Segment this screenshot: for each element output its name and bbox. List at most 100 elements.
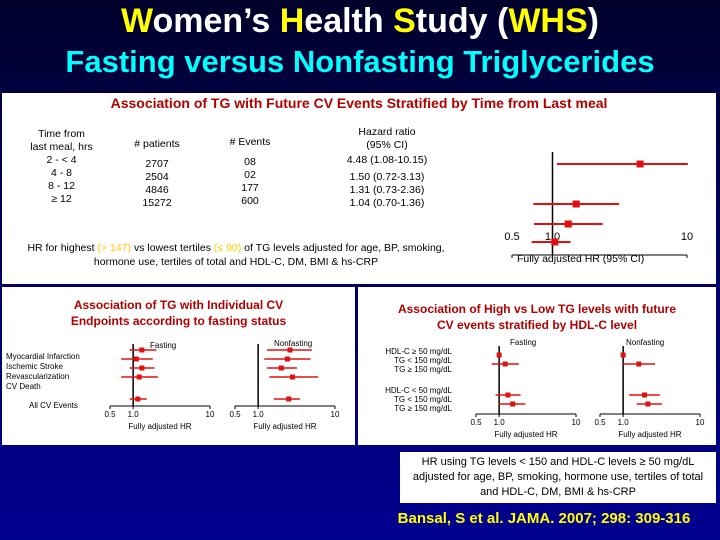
hr-row: 4.48 (1.08-10.15) — [346, 154, 428, 166]
hr-point — [620, 352, 626, 358]
hr-point — [642, 392, 648, 398]
x-tick-label: 10 — [331, 410, 340, 419]
title-part: S — [393, 2, 416, 40]
title-part: W — [121, 2, 153, 40]
nonfasting-label: Nonfasting — [274, 339, 313, 348]
x-axis-label: Fully adjusted HR — [128, 422, 191, 431]
hr-point — [496, 352, 502, 358]
hr-note-part: (≤ 90) — [213, 242, 242, 254]
title-part: ) — [587, 2, 599, 40]
hr-point — [502, 361, 508, 367]
x-tick-label: 10 — [206, 410, 215, 419]
hr-definition-text: HR using TG levels < 150 and HDL-C level… — [412, 456, 704, 498]
forest-plot-hdl: 0.5 1.0 10 Fully adjusted HR 0.5 1.0 10 Fully a… — [470, 346, 705, 439]
hr-point — [284, 356, 290, 362]
endpoint-label: Ischemic Stroke — [6, 362, 63, 371]
x-tick-label: 1.0 — [128, 410, 140, 419]
hr-header-2: (95% CI) — [366, 139, 408, 151]
right-title-line: Association of High vs Low TG levels wit… — [397, 302, 677, 316]
time-header-1: Time from — [38, 128, 85, 140]
hr-point — [564, 220, 572, 228]
hr-point — [510, 401, 516, 407]
x-axis-label: Fully adjusted HR — [618, 430, 681, 439]
hr-point — [636, 361, 642, 367]
hr-adjustment-note: HR for highest (> 147) vs lowest tertile… — [6, 241, 466, 269]
group-label: TG ≥ 150 mg/dL — [394, 404, 452, 413]
hr-point — [636, 160, 644, 168]
patients-row: 2707 — [145, 158, 169, 170]
x-tick-label: 1.0 — [253, 410, 265, 419]
patients-header: # patients — [134, 138, 180, 150]
forest-plot-time: 0.5 1.0 10 — [504, 152, 693, 258]
hdl-panel: Association of High vs Low TG levels wit… — [358, 287, 716, 445]
x-tick-label: 1.0 — [618, 418, 630, 427]
group-label: HDL-C ≥ 50 mg/dL — [385, 347, 452, 356]
hr-point — [551, 238, 559, 246]
hr-point — [135, 396, 141, 402]
events-row: 177 — [241, 182, 259, 194]
top-axis-label: Fully adjusted HR (95% CI) — [517, 253, 645, 265]
hr-point — [136, 374, 142, 380]
right-title-line: CV events stratified by HDL-C level — [436, 318, 638, 332]
hr-note-part: of TG levels adjusted for age, BP, smoki… — [93, 242, 445, 268]
patients-row: 4846 — [145, 184, 169, 196]
time-row: ≥ 12 — [51, 193, 72, 205]
hr-row: 1.04 (0.70-1.36) — [349, 197, 425, 209]
x-tick-label: 1.0 — [494, 418, 506, 427]
endpoint-label: Myocardial Infarction — [6, 352, 80, 361]
hr-note-part: HR for highest — [27, 242, 98, 254]
patients-row: 15272 — [142, 197, 172, 209]
hr-point — [139, 347, 145, 353]
hr-point — [139, 365, 145, 371]
x-tick-label: 0.5 — [504, 231, 519, 243]
endpoints-panel: Association of TG with Individual CV End… — [2, 287, 355, 445]
hr-row: 1.50 (0.72-3.13) — [349, 171, 425, 183]
x-tick-label: 10 — [681, 231, 693, 243]
left-title-line: Endpoints according to fasting status — [70, 314, 287, 328]
hr-column: Hazard ratio (95% CI) 4.48 (1.08-10.15) … — [322, 126, 452, 210]
endpoint-label: Revascularization — [6, 372, 70, 381]
x-tick-label: 10 — [572, 418, 581, 427]
hr-point — [572, 200, 580, 208]
slide-subtitle: Fasting versus Nonfasting Triglycerides — [65, 44, 655, 79]
hr-header-1: Hazard ratio — [358, 126, 416, 138]
patients-column: # patients 2707 2504 4846 15272 — [117, 138, 197, 210]
title-part: tudy ( — [415, 2, 509, 40]
right-panel-title: Association of High vs Low TG levels wit… — [358, 301, 716, 333]
top-panel-title: Association of TG with Future CV Events … — [110, 95, 608, 111]
hr-point — [278, 365, 284, 371]
time-row: 8 - 12 — [48, 180, 75, 192]
hr-note-part: (> 147) — [97, 242, 132, 254]
group-label: TG < 150 mg/dL — [393, 395, 452, 404]
time-row: 4 - 8 — [50, 167, 72, 179]
time-header-2: last meal, hrs — [30, 141, 93, 153]
x-tick-label: 0.5 — [229, 410, 241, 419]
x-tick-label: 0.5 — [594, 418, 606, 427]
events-row: 600 — [241, 195, 259, 207]
endpoint-label: All CV Events — [29, 401, 78, 410]
slide-title: Women’s Health Study (WHS) — [0, 2, 720, 41]
group-label: TG ≥ 150 mg/dL — [394, 365, 452, 374]
hr-point — [645, 401, 651, 407]
hdl-group-high: HDL-C ≥ 50 mg/dL TG < 150 mg/dL TG ≥ 150… — [358, 347, 452, 374]
fasting-label: Fasting — [150, 341, 177, 350]
endpoint-labels: Myocardial Infarction Ischemic Stroke Re… — [6, 352, 80, 392]
hr-note-part: vs lowest tertiles — [131, 242, 214, 254]
fasting-label: Fasting — [510, 338, 537, 347]
events-row: 08 — [244, 156, 256, 168]
events-header: # Events — [229, 136, 271, 148]
x-axis-label: Fully adjusted HR — [253, 422, 316, 431]
hr-point — [133, 356, 139, 362]
events-row: 02 — [244, 169, 256, 181]
title-part: WHS — [508, 2, 588, 40]
forest-plot-endpoints: 0.5 1.0 10 Fully adjusted HR 0.5 1.0 10 Fully a… — [104, 344, 340, 431]
title-part: omen’s — [152, 2, 280, 40]
left-title-line: Association of TG with Individual CV — [73, 298, 284, 312]
nonfasting-label: Nonfasting — [626, 338, 665, 347]
group-label: TG < 150 mg/dL — [393, 356, 452, 365]
title-part: H — [279, 2, 305, 40]
group-label: HDL-C < 50 mg/dL — [385, 386, 452, 395]
hr-definition-box: HR using TG levels < 150 and HDL-C level… — [400, 452, 716, 503]
x-tick-label: 0.5 — [470, 418, 482, 427]
patients-row: 2504 — [145, 171, 169, 183]
